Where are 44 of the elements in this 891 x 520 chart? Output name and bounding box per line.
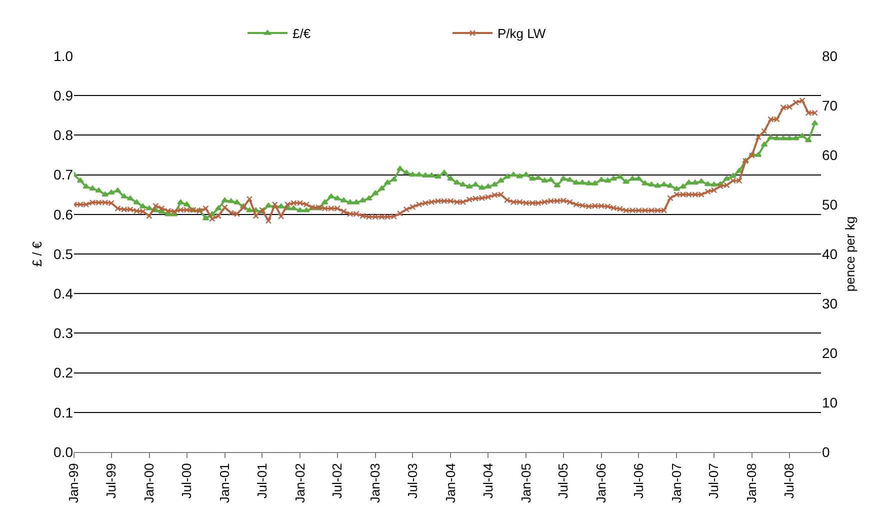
x-tick-label: Jul-06 xyxy=(630,463,646,499)
legend-label: £/€ xyxy=(292,26,312,42)
y2-tick-label: 20 xyxy=(822,344,838,361)
x-tick-label: Jan-00 xyxy=(142,463,157,503)
x-tick-label: Jul-04 xyxy=(480,463,496,499)
y-tick-label: 0.9 xyxy=(54,88,74,104)
y-tick-label: 0.0 xyxy=(54,444,74,460)
y-tick-label: 0.5 xyxy=(54,246,74,262)
x-tick-label: Jul-00 xyxy=(179,463,194,499)
y2-tick-label: 50 xyxy=(822,196,838,212)
x-tick-label: Jan-03 xyxy=(368,463,383,503)
x-tick-label: Jan-99 xyxy=(66,463,82,503)
y2-tick-label: 70 xyxy=(822,97,838,114)
y-tick-label: 0.7 xyxy=(54,166,74,183)
y2-tick-label: 60 xyxy=(822,146,838,163)
y-tick-label: 1.0 xyxy=(54,48,74,64)
y2-tick-label: 30 xyxy=(822,295,838,312)
y-tick-label: 0.2 xyxy=(54,364,74,381)
x-tick-label: Jul-03 xyxy=(404,463,420,499)
y2-tick-label: 0 xyxy=(822,444,830,460)
x-tick-label: Jul-01 xyxy=(254,463,270,499)
x-tick-label: Jul-05 xyxy=(556,463,571,499)
y-tick-label: 0.3 xyxy=(54,325,74,342)
x-tick-label: Jan-02 xyxy=(292,463,308,503)
y-tick-label: 0.4 xyxy=(54,286,74,302)
x-tick-label: Jul-02 xyxy=(330,463,345,499)
x-tick-label: Jul-99 xyxy=(104,463,119,499)
x-tick-label: Jan-07 xyxy=(668,463,684,503)
y-tick-label: 0.1 xyxy=(54,404,74,420)
x-tick-label: Jan-05 xyxy=(518,463,534,503)
y-tick-label: 0.6 xyxy=(54,206,74,222)
x-tick-label: Jul-08 xyxy=(782,463,797,499)
x-tick-label: Jan-06 xyxy=(594,463,609,503)
x-tick-label: Jan-08 xyxy=(744,463,760,503)
y-tick-label: 0.8 xyxy=(54,127,74,144)
y2-tick-label: 80 xyxy=(822,48,838,64)
y2-axis-title: pence per kg xyxy=(842,216,858,292)
x-tick-label: Jan-01 xyxy=(216,463,232,503)
x-tick-label: Jan-04 xyxy=(442,463,458,503)
y2-tick-label: 10 xyxy=(822,394,838,410)
legend-label: P/kg LW xyxy=(498,26,546,42)
y2-tick-label: 40 xyxy=(822,246,838,262)
x-tick-label: Jul-07 xyxy=(706,463,722,499)
y-axis-title: £ / € xyxy=(29,240,44,267)
